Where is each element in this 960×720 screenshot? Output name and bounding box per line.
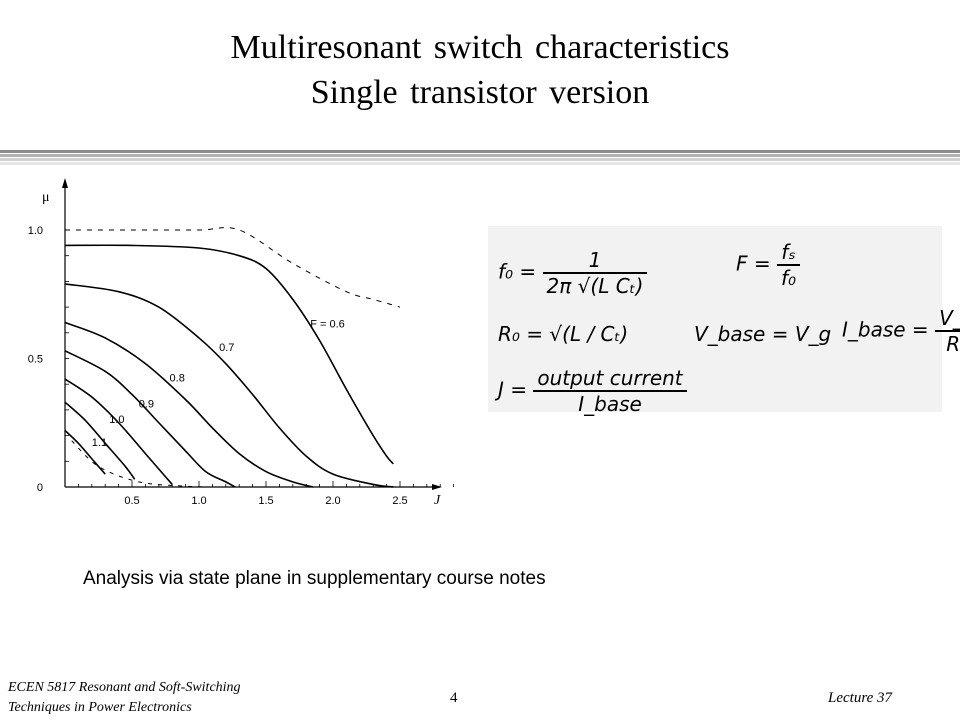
f0-denominator: 2π √(L Cₜ) xyxy=(546,274,644,298)
J-formula: J = output current I_base xyxy=(498,366,687,416)
footer-course: ECEN 5817 Resonant and Soft-Switching Te… xyxy=(8,678,241,718)
x-axis-label: J xyxy=(434,493,441,508)
series-label: 1.0 xyxy=(109,414,124,426)
title-divider-1 xyxy=(0,150,960,153)
series-label: 0.7 xyxy=(219,342,234,354)
series-line xyxy=(64,401,136,480)
y-tick-label: 1.0 xyxy=(28,225,43,237)
characteristics-chart: 0.5 1.0 1.5 2.0 2.5 0 0.5 1.0 F = 0.6 0.7 0.8 0.9 1… xyxy=(28,178,455,508)
x-tick-label: 2.0 xyxy=(325,495,340,507)
vbase-formula: V_base = V_g xyxy=(694,322,832,346)
y-axis-arrow xyxy=(62,178,68,188)
footer-course-line2: Techniques in Power Electronics xyxy=(8,700,192,715)
footer-course-line1: ECEN 5817 Resonant and Soft-Switching xyxy=(8,680,241,695)
y-tick-label: 0 xyxy=(37,482,43,494)
chart-axes: 0.5 1.0 1.5 2.0 2.5 0 0.5 1.0 xyxy=(28,178,455,507)
y-tick-label: 0.5 xyxy=(28,354,43,366)
F-denominator: f₀ xyxy=(780,266,797,290)
J-denominator: I_base xyxy=(578,392,642,416)
slide-title-line1: Multiresonant switch characteristics xyxy=(230,29,730,66)
J-lhs: J = xyxy=(498,377,528,402)
x-tick-label: 1.0 xyxy=(191,495,206,507)
y-axis-label: μ xyxy=(42,190,50,205)
ibase-denominator: R₀ xyxy=(946,332,960,356)
series-line xyxy=(64,350,236,488)
series-label: 1.1 xyxy=(92,437,107,449)
x-tick-label: 2.5 xyxy=(392,495,407,507)
title-divider-2 xyxy=(0,154,960,157)
title-divider-4 xyxy=(0,162,960,165)
x-tick-label: 1.5 xyxy=(258,495,273,507)
series-line xyxy=(64,321,314,488)
series-label: 0.8 xyxy=(170,373,185,385)
boundary-upper-dashed xyxy=(65,227,401,308)
F-formula: F = fₛ f₀ xyxy=(736,240,801,290)
series-line xyxy=(64,429,106,475)
footer-lecture: Lecture 37 xyxy=(828,690,893,706)
chart-marks: F = 0.6 0.7 0.8 0.9 1.01.1 xyxy=(64,227,401,488)
F-lhs: F = xyxy=(736,251,771,276)
F-numerator: fₛ xyxy=(776,240,801,266)
series-line xyxy=(64,244,394,465)
ibase-formula: I_base = V_g R₀ xyxy=(842,306,960,356)
f0-numerator: 1 xyxy=(542,248,648,274)
series-label: F = 0.6 xyxy=(310,319,345,331)
page-number: 4 xyxy=(450,690,458,706)
title-divider-3 xyxy=(0,158,960,161)
R0-formula: R₀ = √(L / Cₜ) xyxy=(498,322,628,346)
J-numerator: output current xyxy=(533,366,687,392)
series-line xyxy=(64,283,394,488)
f0-lhs: f₀ = xyxy=(498,259,537,284)
series-line xyxy=(64,378,173,485)
ibase-numerator: V_g xyxy=(935,306,960,332)
slide-title-line2: Single transistor version xyxy=(310,74,650,111)
boundary-lower-dashed xyxy=(71,440,213,488)
R0-rhs: √(L / Cₜ) xyxy=(549,322,629,346)
analysis-note: Analysis via state plane in supplementar… xyxy=(83,568,546,589)
series-label: 0.9 xyxy=(139,398,154,410)
x-tick-label: 0.5 xyxy=(124,495,139,507)
formula-panel: f₀ = 1 2π √(L Cₜ) F = fₛ f₀ R₀ = √(L / C… xyxy=(488,226,960,416)
x-axis-arrow xyxy=(432,484,442,490)
R0-lhs: R₀ = xyxy=(498,322,544,346)
ibase-lhs: I_base = xyxy=(842,317,929,342)
f0-formula: f₀ = 1 2π √(L Cₜ) xyxy=(498,248,648,298)
